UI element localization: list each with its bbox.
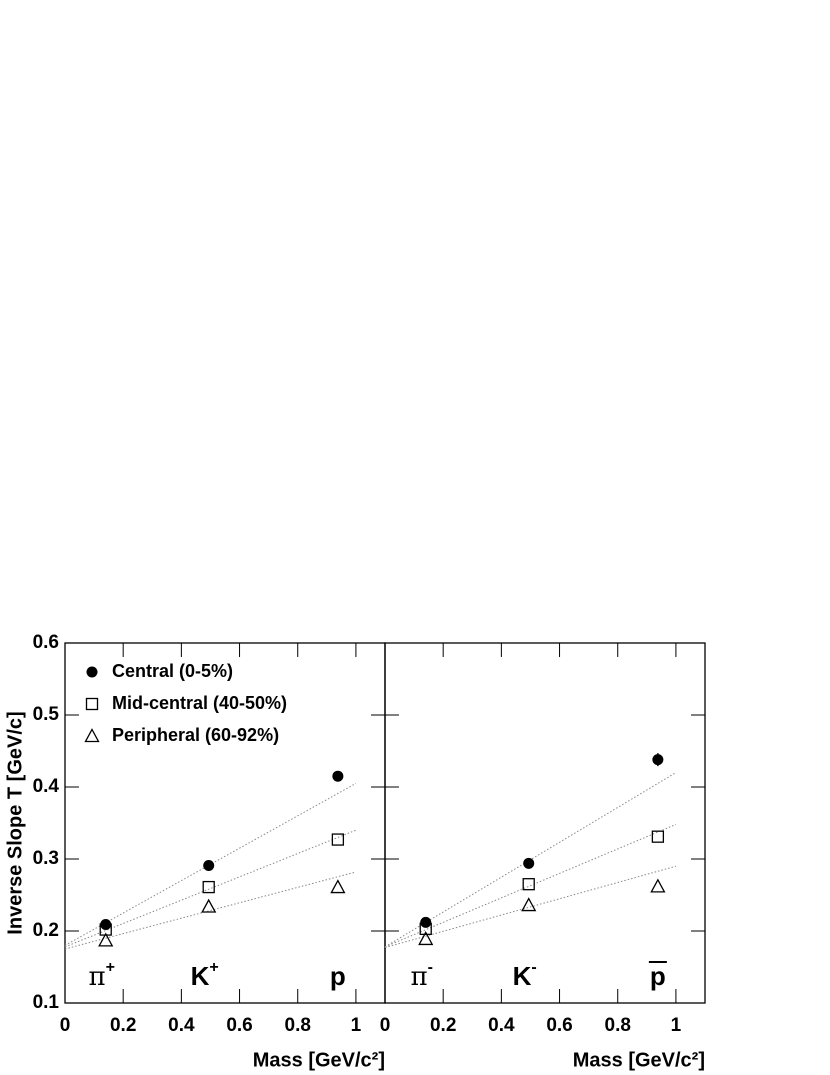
fit-line: [384, 772, 677, 948]
particle-label: K-: [513, 959, 537, 991]
y-tick-label: 0.4: [33, 776, 60, 797]
point: [330, 879, 346, 894]
point: [418, 931, 434, 946]
fit-line: [64, 782, 357, 946]
x-tick-label: 0.8: [605, 1015, 631, 1036]
x-tick-label: 0.4: [488, 1015, 515, 1036]
particle-charge: -: [428, 959, 433, 976]
particle-name: K: [191, 961, 210, 991]
fit-line: [64, 871, 357, 950]
point: [523, 857, 535, 869]
point: [522, 878, 535, 891]
x-tick-label: 0.6: [226, 1015, 252, 1036]
point: [85, 697, 99, 711]
legend-label: Central (0-5%): [112, 661, 233, 681]
y-tick-label: 0.6: [33, 632, 59, 653]
particle-label: K+: [191, 959, 219, 991]
particle-charge: +: [106, 959, 115, 976]
point: [652, 754, 664, 766]
particle-charge: +: [209, 959, 218, 976]
particle-name: p: [330, 961, 346, 991]
point: [651, 830, 665, 843]
fit-line: [384, 865, 677, 949]
legend-label: Mid-central (40-50%): [112, 693, 287, 713]
point: [420, 916, 432, 928]
x-tick-label: 0.4: [168, 1015, 195, 1036]
y-tick-label: 0.3: [33, 848, 59, 869]
point: [84, 728, 100, 743]
x-tick-label: 0: [380, 1015, 391, 1036]
point: [98, 932, 114, 947]
particle-label: p: [330, 961, 346, 991]
point: [650, 878, 666, 893]
fit-line: [384, 823, 677, 948]
particle-name: π: [89, 962, 106, 992]
point: [331, 833, 345, 846]
y-tick-label: 0.2: [33, 920, 59, 941]
particle-label: p: [650, 961, 666, 991]
particle-name: p: [650, 961, 666, 991]
x-tick-label: 0.6: [546, 1015, 572, 1036]
point: [202, 880, 215, 894]
x-axis-label: Mass [GeV/c²]: [573, 1049, 705, 1071]
x-tick-label: 0.8: [285, 1015, 311, 1036]
point: [201, 898, 217, 913]
point: [203, 859, 215, 871]
y-axis-label: Inverse Slope T [GeV/c]: [4, 711, 26, 934]
x-tick-label: 0: [60, 1015, 71, 1036]
plot-frame: [384, 642, 706, 1004]
x-tick-label: 0.2: [110, 1015, 136, 1036]
fit-line: [64, 829, 357, 948]
particle-label: π+: [89, 959, 115, 992]
point: [521, 897, 537, 912]
particle-name: K: [513, 961, 532, 991]
particle-name: π: [411, 962, 428, 992]
x-tick-label: 1: [351, 1015, 362, 1036]
y-tick-label: 0.1: [33, 992, 60, 1013]
particle-label: π-: [411, 959, 433, 992]
point: [332, 770, 344, 782]
point: [419, 922, 432, 935]
point: [86, 666, 98, 678]
y-tick-label: 0.5: [33, 704, 60, 725]
particle-charge: -: [531, 959, 536, 976]
x-tick-label: 1: [671, 1015, 682, 1036]
legend-label: Peripheral (60-92%): [112, 725, 279, 745]
x-axis-label: Mass [GeV/c²]: [253, 1049, 385, 1071]
x-tick-label: 0.2: [430, 1015, 456, 1036]
